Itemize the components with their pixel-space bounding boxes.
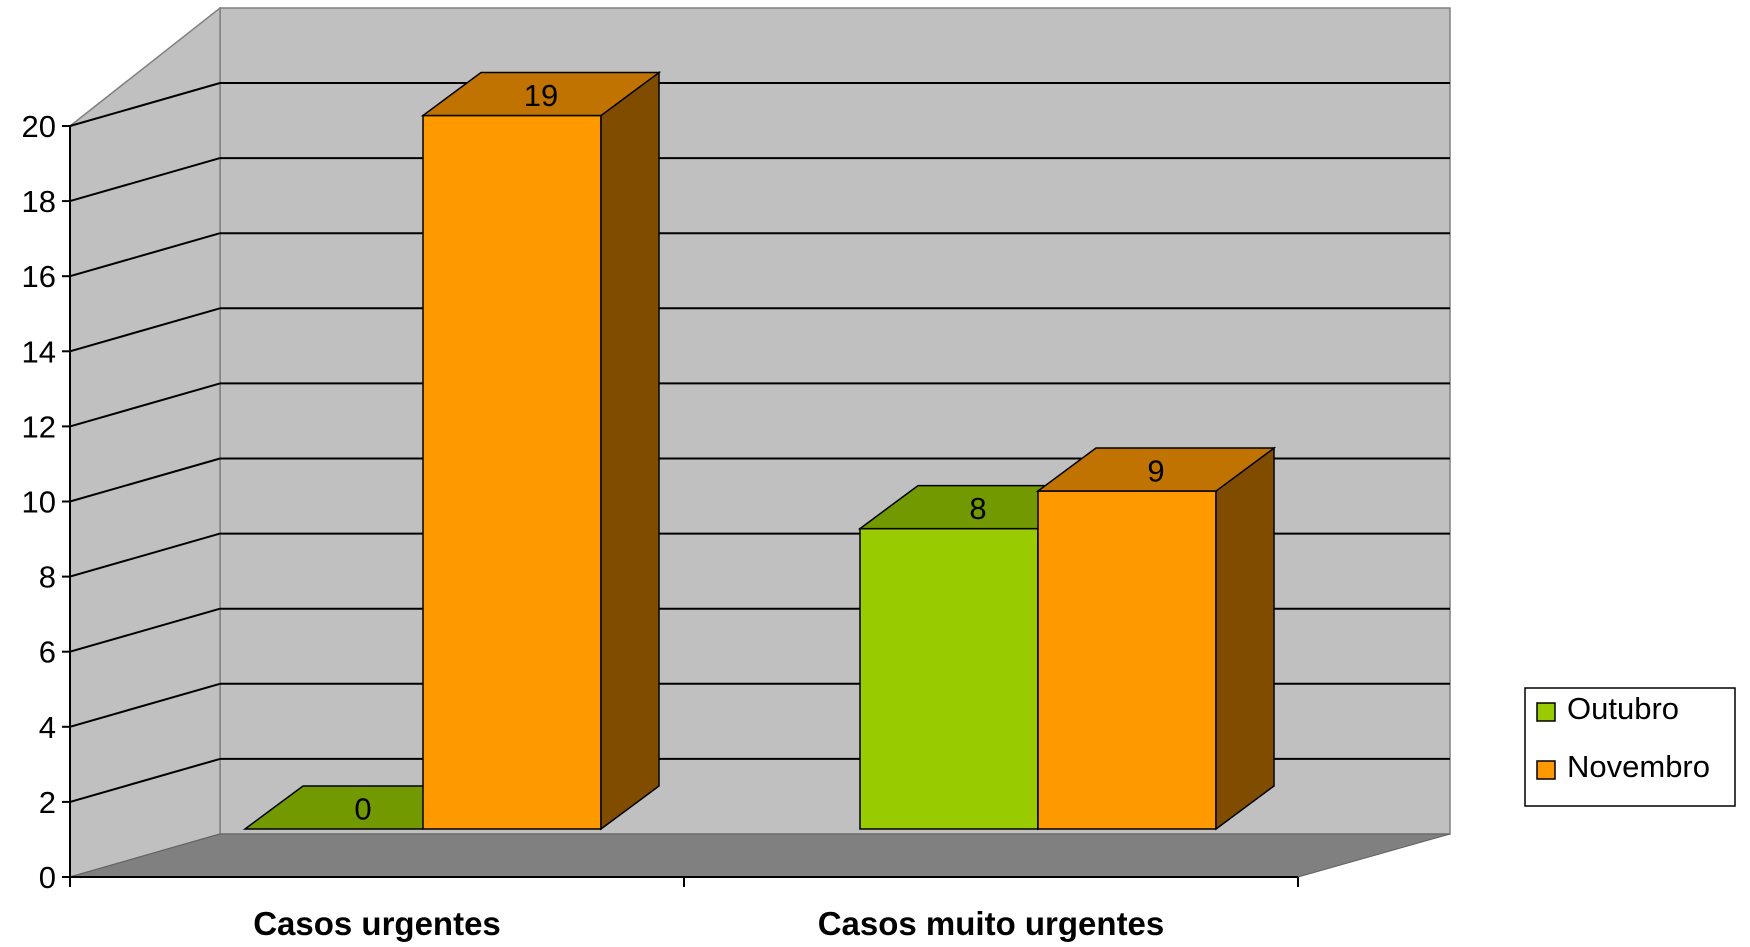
- data-label: 19: [524, 78, 558, 113]
- y-tick-label: 6: [39, 635, 56, 670]
- floor: [69, 833, 1451, 878]
- gridline-side: [69, 232, 221, 278]
- data-label: 0: [354, 792, 371, 827]
- side-wall: [69, 6, 221, 878]
- bar-novembro-top: [1035, 447, 1277, 492]
- y-tick-label: 14: [22, 334, 56, 369]
- gridline-side: [69, 307, 221, 353]
- y-tick-label: 0: [39, 860, 56, 895]
- legend-label: Novembro: [1567, 749, 1710, 784]
- gridline-side: [69, 757, 221, 803]
- data-label: 8: [969, 491, 986, 526]
- y-tick-label: 10: [22, 485, 56, 520]
- y-tick-label: 16: [22, 259, 56, 294]
- data-label: 9: [1147, 454, 1164, 489]
- y-tick-label: 4: [39, 710, 56, 745]
- gridline-side: [69, 682, 221, 728]
- legend-swatch: [1536, 760, 1556, 780]
- x-tick-label: Casos urgentes: [253, 905, 501, 942]
- y-tick-label: 2: [39, 785, 56, 820]
- y-tick-label: 12: [22, 409, 56, 444]
- gridline-side: [69, 382, 221, 428]
- gridline-side: [69, 82, 221, 127]
- bar-novembro-top: [420, 71, 662, 117]
- legend-label: Outubro: [1567, 691, 1679, 726]
- gridline-side: [69, 607, 221, 653]
- bar-novembro-side: [1215, 446, 1275, 831]
- bar-novembro-front: [1037, 490, 1217, 830]
- gridline-side: [69, 532, 221, 578]
- bar-novembro-front: [422, 114, 602, 830]
- legend-swatch: [1536, 702, 1556, 722]
- y-tick-label: 18: [22, 184, 56, 219]
- gridline-side: [69, 457, 221, 503]
- y-tick-label: 20: [22, 109, 56, 144]
- y-tick-label: 8: [39, 560, 56, 595]
- bar-outubro-front: [859, 527, 1039, 830]
- legend: [1524, 687, 1736, 807]
- bar-novembro-side: [600, 71, 660, 831]
- x-tick-label: Casos muito urgentes: [818, 905, 1165, 942]
- gridline-side: [69, 157, 221, 203]
